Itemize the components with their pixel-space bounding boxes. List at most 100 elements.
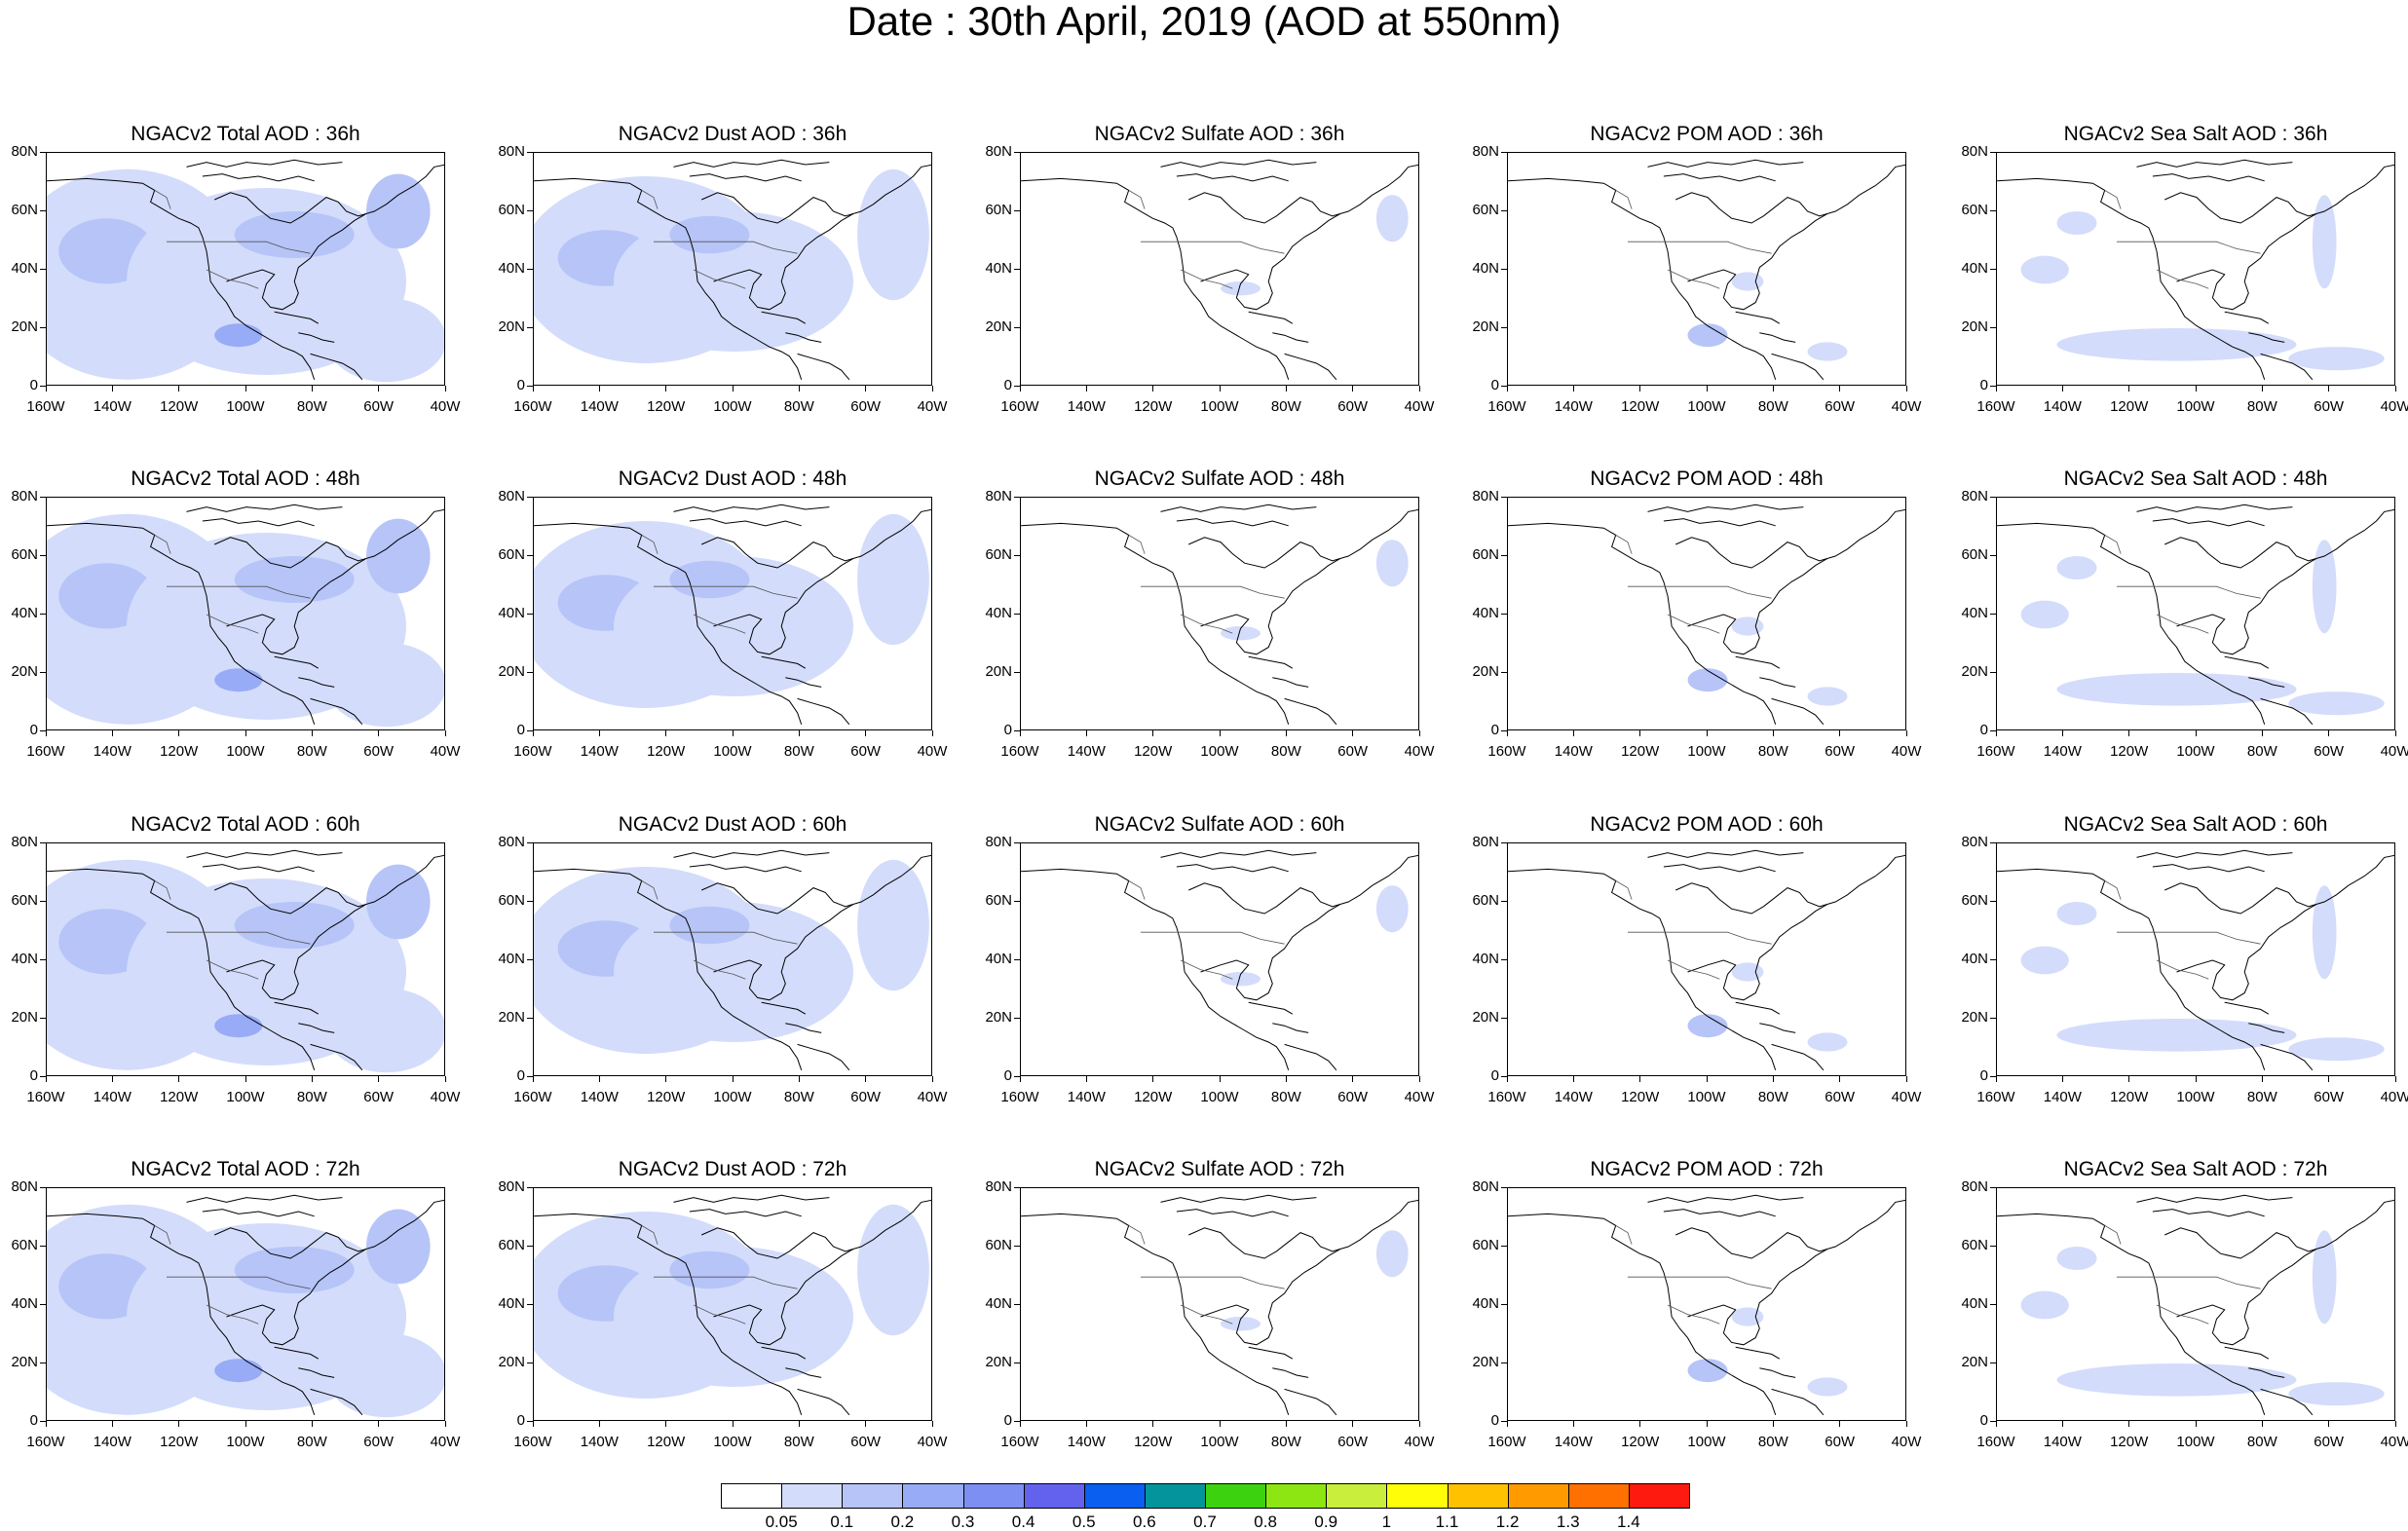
lon-tick: [111, 1421, 113, 1427]
lat-tick: [40, 268, 46, 270]
lat-tick: [527, 209, 533, 211]
lon-tick: [1285, 386, 1287, 392]
country-border: [1180, 959, 1233, 980]
lat-tick-label: 20N: [985, 663, 1012, 680]
lon-tick: [111, 1076, 113, 1082]
panel-title: NGACv2 Dust AOD : 36h: [618, 123, 847, 145]
aod-shading: [1687, 1014, 1728, 1038]
map-panel-dust: [533, 497, 932, 730]
lat-tick-label: 0: [516, 377, 525, 393]
lon-tick-label: 80W: [783, 398, 814, 415]
lon-tick-label: 40W: [1404, 743, 1435, 760]
lon-tick-label: 120W: [2110, 1434, 2149, 1450]
coastline: [47, 522, 316, 725]
coastline: [213, 882, 399, 915]
lon-tick: [1285, 730, 1287, 736]
lat-tick-label: 60N: [1961, 892, 1988, 909]
lat-tick: [527, 1186, 533, 1188]
lat-tick-label: 40N: [498, 1295, 525, 1312]
coastline: [713, 212, 854, 311]
lat-tick: [40, 496, 46, 498]
lat-tick: [1014, 209, 1020, 211]
lon-tick: [311, 730, 313, 736]
lon-tick-label: 100W: [713, 1089, 752, 1105]
coastline: [1735, 1001, 1781, 1015]
lon-tick: [1995, 1076, 1997, 1082]
colorbar-label: 1.4: [1617, 1512, 1640, 1531]
lon-tick-label: 120W: [1134, 1089, 1173, 1105]
lat-tick: [527, 385, 533, 387]
coastline: [1284, 353, 1337, 381]
map-panel-pom: [1507, 1187, 1906, 1421]
lat-tick-label: 40N: [1472, 605, 1499, 621]
lon-tick-label: 160W: [26, 398, 65, 415]
country-border: [2104, 190, 2122, 209]
lon-tick-label: 80W: [296, 1434, 327, 1450]
coastline: [2224, 1001, 2270, 1015]
lat-tick-label: 60N: [498, 202, 525, 218]
lat-tick: [527, 1303, 533, 1305]
coastline: [2163, 1227, 2350, 1259]
coastline: [2224, 1346, 2270, 1360]
country-border: [1667, 269, 1720, 289]
lon-tick: [1219, 1076, 1221, 1082]
coastline: [1372, 508, 1418, 541]
lon-tick: [532, 1421, 534, 1427]
lat-tick-label: 40N: [498, 605, 525, 621]
lon-tick-label: 160W: [1000, 398, 1039, 415]
lon-tick-label: 160W: [1487, 1434, 1526, 1450]
lat-tick: [1501, 1245, 1507, 1247]
lon-tick-label: 60W: [850, 1089, 882, 1105]
lat-tick-label: 20N: [1472, 663, 1499, 680]
country-border: [1615, 880, 1633, 900]
lat-tick-label: 60N: [11, 546, 38, 563]
aod-map-svg: [47, 159, 444, 383]
lat-tick: [1990, 729, 1996, 731]
colorbar-swatch: [1628, 1483, 1690, 1509]
lat-tick-label: 20N: [498, 663, 525, 680]
panel-title: NGACv2 Sea Salt AOD : 48h: [2063, 467, 2328, 490]
lat-tick-label: 40N: [1472, 260, 1499, 277]
lat-tick: [1990, 1420, 1996, 1422]
lon-tick: [1772, 386, 1774, 392]
colorbar-swatch: [781, 1483, 844, 1509]
lon-tick-label: 40W: [917, 1434, 948, 1450]
lat-tick: [527, 326, 533, 328]
aod-shading: [1375, 1230, 1409, 1278]
country-border: [654, 585, 798, 599]
coastline: [1176, 173, 1289, 182]
lon-tick-label: 100W: [1687, 1089, 1726, 1105]
lat-tick: [1990, 613, 1996, 615]
coastline: [1176, 864, 1289, 873]
aod-map-svg: [534, 504, 931, 726]
lon-tick-label: 120W: [1621, 398, 1660, 415]
coastline: [785, 1367, 822, 1378]
lon-tick: [1839, 1421, 1841, 1427]
coastline: [1200, 557, 1341, 655]
coastline: [1663, 173, 1776, 182]
country-border: [2104, 880, 2122, 900]
lat-tick-label: 0: [516, 1067, 525, 1084]
aod-shading: [1221, 1317, 1260, 1331]
lon-tick-label: 140W: [580, 1434, 619, 1450]
coastline: [1687, 212, 1828, 311]
lon-tick-label: 160W: [1487, 398, 1526, 415]
lon-tick: [178, 1421, 180, 1427]
lat-tick: [40, 1303, 46, 1305]
lon-tick: [1352, 1421, 1354, 1427]
lon-tick-label: 60W: [1337, 743, 1369, 760]
lat-tick: [1501, 729, 1507, 731]
lon-tick-label: 60W: [1337, 1434, 1369, 1450]
coastline: [1735, 311, 1781, 324]
lon-tick-label: 120W: [2110, 743, 2149, 760]
coastline: [713, 1248, 854, 1346]
lon-tick-label: 40W: [1891, 1434, 1922, 1450]
colorbar-label: 0.3: [951, 1512, 975, 1531]
lon-tick-label: 140W: [1067, 398, 1106, 415]
coastline: [202, 173, 315, 182]
lat-tick-label: 60N: [498, 546, 525, 563]
lat-tick-label: 80N: [498, 834, 525, 850]
lon-tick-label: 140W: [1554, 1434, 1593, 1450]
lon-tick-label: 100W: [1200, 1089, 1239, 1105]
panel-title: NGACv2 Sulfate AOD : 60h: [1094, 813, 1345, 836]
